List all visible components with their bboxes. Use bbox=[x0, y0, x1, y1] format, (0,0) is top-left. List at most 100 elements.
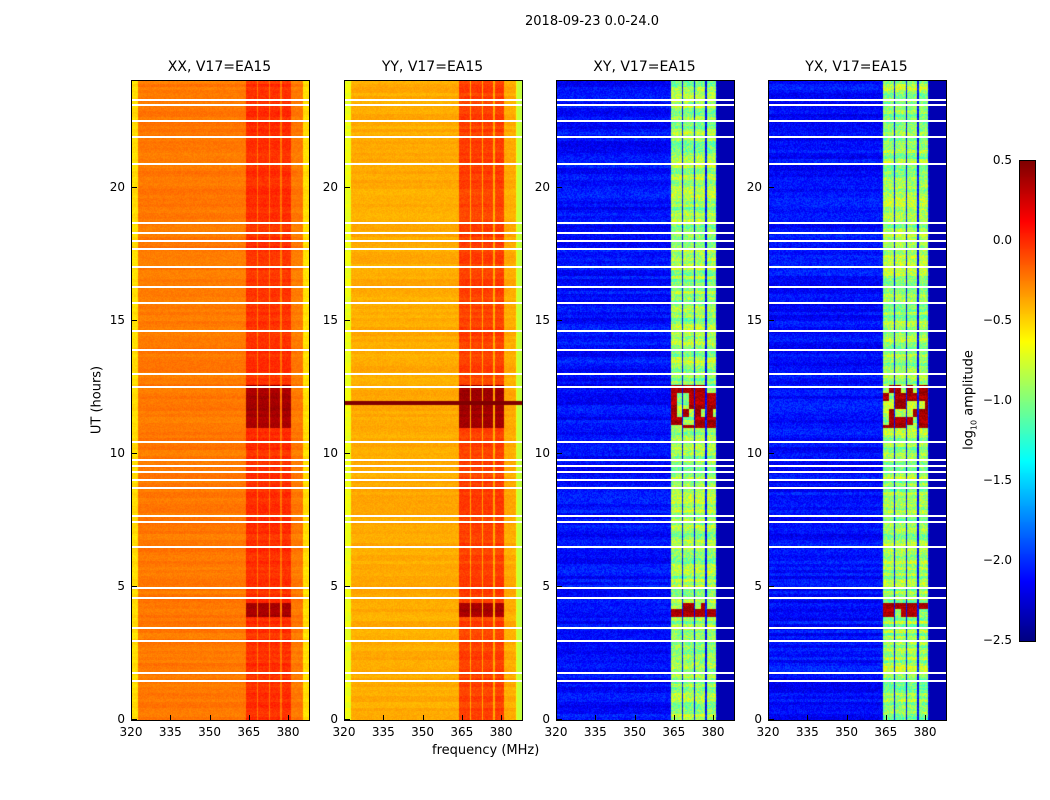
x-tick-mark bbox=[131, 715, 132, 720]
flagged-row bbox=[769, 286, 946, 289]
x-tick-mark bbox=[807, 715, 809, 720]
flagged-row bbox=[345, 222, 522, 225]
flagged-row bbox=[557, 135, 734, 138]
flagged-row bbox=[345, 464, 522, 467]
y-tick-mark bbox=[769, 719, 774, 720]
flagged-row bbox=[345, 302, 522, 305]
x-tick-mark bbox=[248, 715, 250, 720]
flagged-row bbox=[769, 515, 946, 518]
flagged-row bbox=[769, 135, 946, 138]
x-tick-label: 365 bbox=[874, 725, 898, 739]
flagged-row bbox=[345, 162, 522, 165]
x-tick-mark bbox=[383, 715, 385, 720]
y-tick-mark bbox=[769, 186, 774, 188]
flagged-row bbox=[132, 587, 309, 590]
flagged-row bbox=[345, 98, 522, 101]
y-tick-label: 5 bbox=[330, 578, 338, 593]
x-tick-mark bbox=[288, 715, 290, 720]
flagged-row bbox=[557, 98, 734, 101]
flagged-row bbox=[132, 330, 309, 333]
flagged-row bbox=[345, 239, 522, 242]
flagged-row bbox=[769, 302, 946, 305]
flagged-row bbox=[557, 162, 734, 165]
colorbar-label: log10 amplitude bbox=[962, 350, 979, 450]
flagged-row bbox=[345, 596, 522, 599]
x-tick-label: 365 bbox=[450, 725, 474, 739]
flagged-row bbox=[345, 479, 522, 482]
flagged-row bbox=[132, 103, 309, 106]
flagged-row bbox=[345, 231, 522, 234]
flagged-row bbox=[132, 640, 309, 643]
colorbar-tick-label: −1.5 bbox=[982, 473, 1012, 487]
flagged-row bbox=[132, 302, 309, 305]
x-tick-label: 335 bbox=[158, 725, 182, 739]
flagged-row bbox=[132, 672, 309, 675]
flagged-row bbox=[557, 239, 734, 242]
flagged-row bbox=[769, 680, 946, 683]
flagged-row bbox=[132, 247, 309, 250]
x-tick-label: 365 bbox=[662, 725, 686, 739]
flagged-row bbox=[132, 680, 309, 683]
flagged-row bbox=[557, 680, 734, 683]
y-tick-label: 15 bbox=[109, 312, 125, 327]
flagged-row bbox=[769, 520, 946, 523]
flagged-row bbox=[345, 515, 522, 518]
flagged-row bbox=[557, 471, 734, 474]
x-tick-label: 350 bbox=[411, 725, 434, 739]
flagged-row bbox=[769, 479, 946, 482]
x-tick-label: 380 bbox=[701, 725, 725, 739]
colorbar-label-rest: amplitude bbox=[961, 350, 977, 420]
flagged-row bbox=[345, 266, 522, 269]
flagged-row bbox=[345, 247, 522, 250]
y-tick-label: 5 bbox=[117, 578, 125, 593]
x-tick-mark bbox=[768, 715, 769, 720]
y-tick-mark bbox=[345, 719, 350, 720]
heatmap-image bbox=[557, 81, 734, 720]
flagged-row bbox=[345, 119, 522, 122]
flagged-row bbox=[345, 103, 522, 106]
flagged-row bbox=[132, 487, 309, 490]
flagged-row bbox=[557, 515, 734, 518]
y-tick-mark bbox=[132, 186, 137, 188]
y-tick-label: 20 bbox=[746, 179, 762, 194]
flagged-row bbox=[769, 459, 946, 462]
flagged-row bbox=[557, 464, 734, 467]
x-tick-mark bbox=[846, 715, 848, 720]
flagged-row bbox=[132, 627, 309, 630]
flagged-row bbox=[132, 135, 309, 138]
y-tick-mark bbox=[769, 319, 774, 321]
flagged-row bbox=[769, 640, 946, 643]
y-tick-label: 20 bbox=[322, 179, 338, 194]
x-tick-label: 365 bbox=[237, 725, 261, 739]
x-tick-label: 335 bbox=[795, 725, 819, 739]
x-tick-label: 320 bbox=[119, 725, 143, 739]
y-tick-mark bbox=[769, 585, 774, 587]
flagged-row bbox=[132, 239, 309, 242]
x-tick-label: 380 bbox=[913, 725, 937, 739]
flagged-row bbox=[769, 266, 946, 269]
x-tick-label: 350 bbox=[835, 725, 858, 739]
flagged-row bbox=[557, 247, 734, 250]
x-tick-mark bbox=[885, 715, 887, 720]
flagged-row bbox=[557, 386, 734, 389]
flagged-row bbox=[557, 119, 734, 122]
y-tick-label: 15 bbox=[746, 312, 762, 327]
flagged-row bbox=[345, 627, 522, 630]
flagged-row bbox=[345, 440, 522, 443]
x-axis-label: frequency (MHz) bbox=[432, 743, 540, 758]
colorbar bbox=[1019, 160, 1036, 642]
flagged-row bbox=[557, 545, 734, 548]
flagged-row bbox=[769, 162, 946, 165]
flagged-row bbox=[557, 103, 734, 106]
flagged-row bbox=[345, 471, 522, 474]
flagged-row bbox=[769, 464, 946, 467]
x-tick-mark bbox=[925, 715, 927, 720]
y-tick-mark bbox=[557, 186, 562, 188]
flagged-row bbox=[132, 459, 309, 462]
x-tick-label: 350 bbox=[623, 725, 646, 739]
heatmap-panel-1 bbox=[344, 80, 523, 721]
x-tick-label: 380 bbox=[276, 725, 300, 739]
flagged-row bbox=[345, 680, 522, 683]
y-axis-label: UT (hours) bbox=[89, 365, 105, 435]
flagged-row bbox=[132, 520, 309, 523]
